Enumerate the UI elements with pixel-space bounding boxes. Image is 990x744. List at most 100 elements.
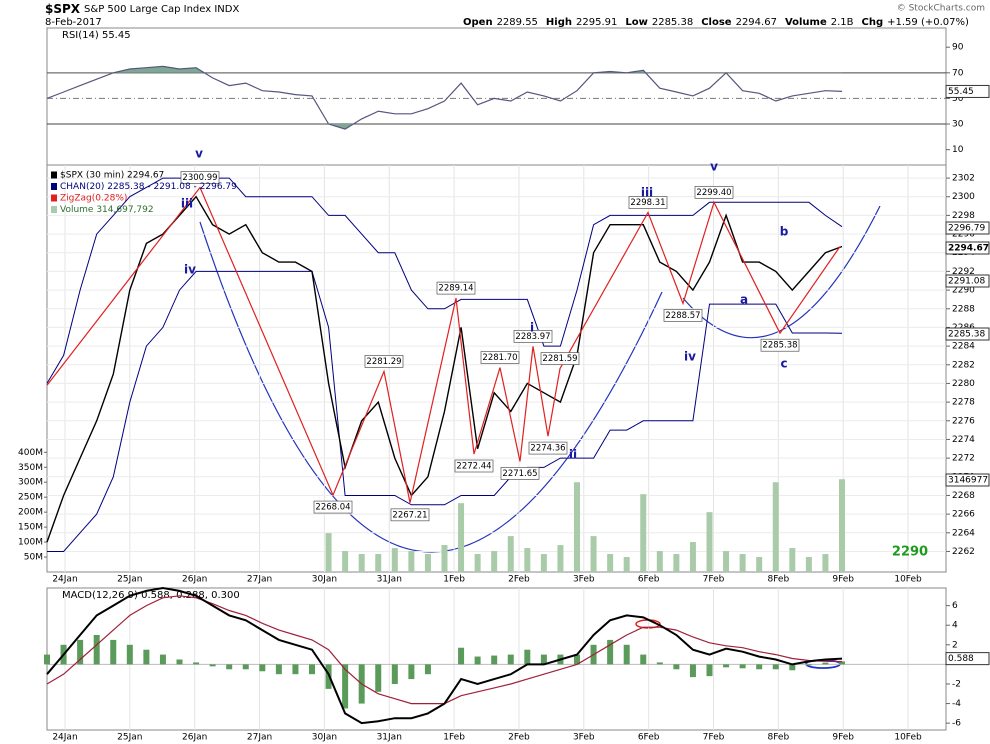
ohlc-label: Low bbox=[625, 17, 647, 28]
ohlc-label: Volume bbox=[785, 17, 827, 28]
y2-tick-label: 350M bbox=[18, 463, 43, 473]
x-tick-label: 2Feb bbox=[508, 733, 530, 743]
volume-bar bbox=[574, 482, 580, 572]
volume-bar bbox=[822, 554, 829, 572]
histogram-bar bbox=[640, 654, 647, 665]
y-tick-label: 2288 bbox=[952, 304, 975, 314]
y-tick-label: 2300 bbox=[952, 192, 975, 202]
histogram-bar bbox=[209, 664, 216, 667]
volume-bar bbox=[805, 557, 812, 572]
price-line bbox=[46, 195, 843, 543]
y-tick-label: 2282 bbox=[952, 360, 975, 370]
y-tick-label: 70 bbox=[952, 68, 964, 78]
volume-bar bbox=[391, 548, 398, 572]
y-tick-label: 2302 bbox=[952, 174, 975, 184]
x-tick-label: 27Jan bbox=[247, 575, 272, 585]
x-tick-label: 3Feb bbox=[573, 575, 595, 585]
value-tag-box bbox=[945, 652, 990, 666]
histogram-bar bbox=[226, 664, 233, 670]
wave-label: iv bbox=[684, 350, 696, 364]
pivot-label-box bbox=[454, 459, 494, 473]
pivot-label-box bbox=[760, 338, 800, 352]
histogram-bar bbox=[242, 664, 249, 670]
volume-bar bbox=[673, 554, 680, 572]
histogram-bar bbox=[673, 664, 680, 670]
arc-curve bbox=[682, 205, 881, 339]
pivot-label-box bbox=[628, 196, 668, 209]
pivot-label-box bbox=[528, 441, 568, 455]
histogram-bar bbox=[193, 662, 200, 665]
price-frame bbox=[46, 164, 947, 573]
wave-label: iii bbox=[641, 186, 653, 200]
pivot-label: 2281.59 bbox=[542, 354, 577, 364]
volume-bar bbox=[325, 533, 332, 572]
value-tag-box bbox=[945, 84, 990, 98]
volume-bar bbox=[424, 554, 431, 572]
ohlc-value: 2.1B bbox=[831, 17, 854, 28]
y2-tick-label: 50M bbox=[24, 553, 43, 563]
y-tick-label: 50 bbox=[952, 94, 964, 104]
pivot-label: 2272.44 bbox=[456, 462, 491, 472]
x-tick-label: 1Feb bbox=[443, 575, 465, 585]
histogram-bar bbox=[77, 639, 84, 665]
y2-tick-label: 400M bbox=[18, 448, 43, 458]
y-tick-label: 2272 bbox=[952, 454, 975, 464]
wave-label: c bbox=[780, 357, 787, 371]
volume-bar bbox=[557, 545, 564, 572]
histogram-bar bbox=[689, 664, 696, 678]
volume-bar bbox=[739, 554, 746, 572]
x-tick-label: 8Feb bbox=[768, 733, 790, 743]
pivot-label: 2299.40 bbox=[696, 188, 731, 198]
histogram-bar bbox=[259, 664, 266, 672]
histogram-bar bbox=[292, 664, 299, 675]
histogram-bar bbox=[93, 635, 100, 665]
volume-bar bbox=[789, 548, 796, 572]
x-tick-label: 24Jan bbox=[52, 575, 77, 585]
histogram-bar bbox=[275, 664, 282, 675]
pivot-label: 2281.29 bbox=[366, 357, 401, 367]
pivot-label-box bbox=[180, 171, 220, 184]
pivot-label-box bbox=[364, 355, 404, 368]
pivot-label: 2289.14 bbox=[438, 284, 473, 294]
histogram-bar bbox=[110, 639, 117, 665]
value-tag: 0.588 bbox=[948, 654, 974, 664]
x-tick-label: 30Jan bbox=[312, 733, 337, 743]
ohlc-value: +1.59 (+0.07%) bbox=[887, 17, 969, 28]
x-tick-label: 6Feb bbox=[638, 575, 660, 585]
y-tick-label: 2280 bbox=[952, 379, 975, 389]
y2-tick-label: 250M bbox=[18, 493, 43, 503]
wave-label: a bbox=[740, 293, 748, 307]
pivot-label: 2285.38 bbox=[762, 341, 797, 351]
histogram-bar bbox=[309, 664, 315, 675]
y-tick-label: 2 bbox=[952, 640, 958, 650]
y2-tick-label: 100M bbox=[18, 538, 43, 548]
pivot-label-box bbox=[513, 330, 553, 343]
volume-bar bbox=[756, 557, 763, 572]
y2-tick-label: 300M bbox=[18, 478, 43, 488]
volume-bar bbox=[408, 551, 415, 572]
x-tick-label: 25Jan bbox=[117, 575, 142, 585]
histogram-bar bbox=[739, 664, 746, 669]
x-tick-label: 27Jan bbox=[247, 733, 272, 743]
histogram-bar bbox=[408, 664, 415, 680]
x-tick-label: 9Feb bbox=[832, 733, 854, 743]
legend-swatch bbox=[51, 206, 57, 213]
histogram-bar bbox=[839, 661, 845, 665]
y-tick-label: 2278 bbox=[952, 398, 975, 408]
volume-bar bbox=[474, 554, 481, 572]
histogram-bar bbox=[706, 664, 713, 677]
symbol: $SPX bbox=[45, 2, 81, 16]
histogram-bar bbox=[375, 664, 382, 692]
pivot-label-box bbox=[436, 281, 476, 295]
legend-label: CHAN(20) 2285.38 - 2291.08 - 2296.79 bbox=[60, 182, 237, 192]
pivot-label: 2298.31 bbox=[630, 198, 665, 208]
x-tick-label: 26Jan bbox=[182, 575, 207, 585]
y-tick-label: 2296 bbox=[952, 230, 975, 240]
histogram-bar bbox=[789, 664, 796, 671]
oversold-fill bbox=[328, 124, 354, 130]
value-tag: 2285.38 bbox=[948, 330, 985, 340]
pivot-label: 2281.70 bbox=[482, 353, 517, 363]
histogram-bar bbox=[772, 664, 779, 670]
volume-bar bbox=[656, 551, 663, 572]
x-tick-label: 24Jan bbox=[52, 733, 77, 743]
